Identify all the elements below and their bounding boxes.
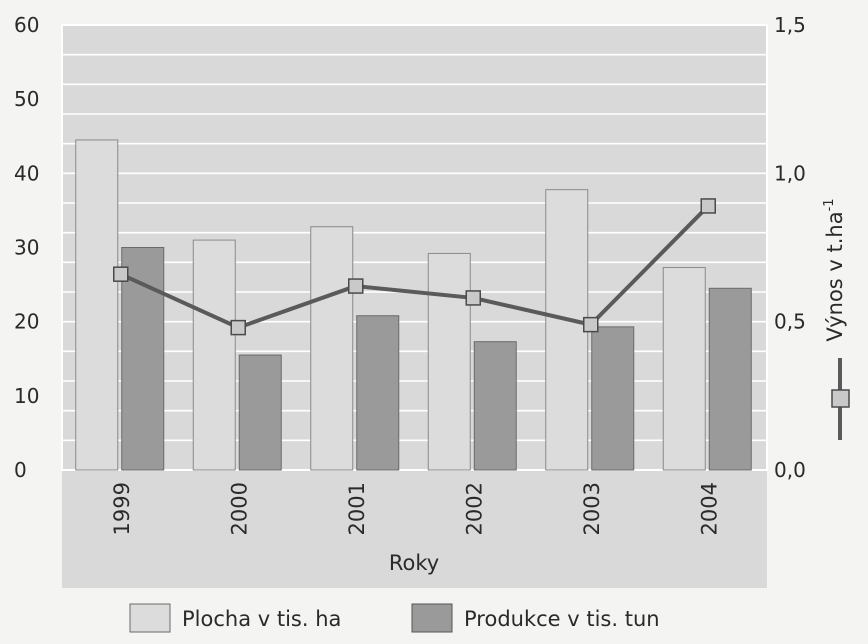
right-axis-title-group: Výnos v t.ha-1 xyxy=(822,198,847,341)
yield-point xyxy=(700,198,716,214)
bar-plocha xyxy=(192,239,236,471)
right-tick-label: 1,5 xyxy=(774,13,806,37)
right-axis-legend-marker xyxy=(831,358,850,440)
bars xyxy=(75,139,752,471)
left-tick-label: 30 xyxy=(14,236,39,260)
left-tick-label: 40 xyxy=(14,161,39,185)
left-tick-label: 50 xyxy=(14,87,39,111)
yield-point xyxy=(113,266,129,282)
right-tick-label: 0,5 xyxy=(774,310,806,334)
yield-line xyxy=(113,198,716,336)
bar-produkce xyxy=(473,341,517,471)
legend-swatch-plocha xyxy=(129,603,171,633)
category-band xyxy=(62,470,767,588)
right-tick-label: 0,0 xyxy=(774,458,806,482)
category-label: 2003 xyxy=(580,482,604,535)
plot-border xyxy=(61,24,768,471)
bar-plocha xyxy=(427,252,471,471)
yield-point xyxy=(348,278,364,294)
right-tick-label: 1,0 xyxy=(774,161,806,185)
yield-line-path xyxy=(119,204,710,330)
bar-produkce xyxy=(591,326,635,471)
gridlines xyxy=(61,24,768,471)
right-axis-title-main: Výnos v t.ha xyxy=(823,211,847,341)
bar-plocha xyxy=(310,226,354,471)
bar-plocha xyxy=(75,139,119,471)
bar-produkce xyxy=(238,354,282,471)
yield-point xyxy=(465,290,481,306)
bar-produkce xyxy=(708,287,752,471)
category-label: 2004 xyxy=(697,482,721,535)
category-labels: 1999 2000 2001 2002 2003 2004 xyxy=(110,482,722,535)
left-tick-label: 0 xyxy=(14,458,27,482)
category-label: 2002 xyxy=(462,482,486,535)
category-label: 1999 xyxy=(110,482,134,535)
plot-background xyxy=(62,25,767,470)
bar-plocha xyxy=(662,267,706,471)
legend: Plocha v tis. ha Produkce v tis. tun xyxy=(129,603,660,633)
left-tick-label: 20 xyxy=(14,310,39,334)
left-tick-label: 10 xyxy=(14,384,39,408)
yield-point xyxy=(583,316,599,333)
left-tick-label: 60 xyxy=(14,13,39,37)
left-axis-ticks: 60 50 40 30 20 10 0 xyxy=(14,13,39,482)
category-label: 2001 xyxy=(345,482,369,535)
category-label: 2000 xyxy=(227,482,251,535)
right-axis-title: Výnos v t.ha-1 xyxy=(822,198,847,341)
x-axis-title: Roky xyxy=(389,551,439,575)
yield-point xyxy=(230,319,246,336)
bar-produkce xyxy=(356,315,400,471)
right-axis-ticks: 1,5 1,0 0,5 0,0 xyxy=(774,13,806,482)
legend-label-produkce: Produkce v tis. tun xyxy=(464,607,660,631)
legend-swatch-produkce xyxy=(411,603,453,633)
legend-label-plocha: Plocha v tis. ha xyxy=(182,607,341,631)
right-axis-title-sup: -1 xyxy=(822,198,837,211)
bar-plocha xyxy=(545,189,589,471)
